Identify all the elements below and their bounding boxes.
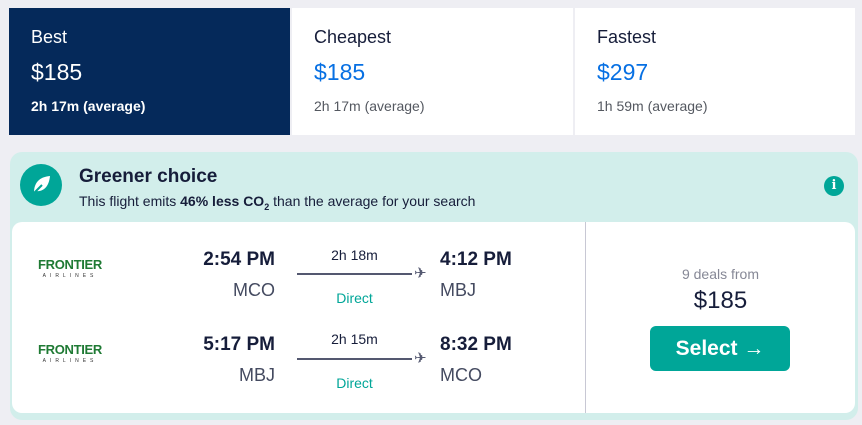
tab-price: $297 [597,59,649,85]
plane-icon: ✈ [414,265,427,282]
airline-logo: FRONTIER AIRLINES [34,257,106,280]
depart-airport: MCO [233,280,275,300]
select-button[interactable]: Select → [650,326,790,371]
tab-cheapest[interactable]: Cheapest $185 2h 17m (average) [292,8,573,135]
stops: Direct [336,375,373,391]
tab-duration: 2h 17m (average) [31,98,146,114]
tab-best[interactable]: Best $185 2h 17m (average) [9,8,290,135]
arrive-airport: MCO [440,365,482,385]
flight-result-card[interactable]: FRONTIER AIRLINES 2:54 PM MCO 2h 18m ✈ Di… [12,222,855,413]
sub-bold: 46% less CO [180,193,265,209]
info-icon[interactable]: i [824,176,844,196]
sub-text: This flight emits [79,193,181,209]
leg-duration: 2h 15m [331,331,378,347]
logo-subtext: AIRLINES [42,358,98,364]
tab-label: Best [31,27,68,47]
tab-label: Cheapest [314,27,392,47]
logo-text: FRONTIER [37,342,103,357]
leg-line [297,273,412,275]
tab-fastest[interactable]: Fastest $297 1h 59m (average) [575,8,855,135]
plane-icon: ✈ [414,350,427,367]
arrive-time: 8:32 PM [440,334,512,355]
logo-subtext: AIRLINES [42,273,98,279]
logo-text: FRONTIER [37,257,103,272]
divider [585,222,586,413]
depart-airport: MBJ [239,365,275,385]
stops: Direct [336,290,373,306]
arrive-time: 4:12 PM [440,249,512,270]
tab-price: $185 [31,59,83,85]
leg-line [297,358,412,360]
greener-title: Greener choice [79,166,218,187]
greener-subtitle: This flight emits 46% less CO2 than the … [79,192,476,212]
sub-subscript: 2 [264,201,270,212]
tab-label: Fastest [597,27,657,47]
deal-price: $185 [693,287,748,314]
arrive-airport: MBJ [440,280,476,300]
sub-text: than the average for your search [269,193,476,209]
tab-duration: 2h 17m (average) [314,98,425,114]
greener-choice-card: Greener choice This flight emits 46% les… [10,152,858,420]
leaf-icon [20,164,62,206]
deals-count: 9 deals from [681,266,760,282]
tab-duration: 1h 59m (average) [597,98,708,114]
airline-logo: FRONTIER AIRLINES [34,342,106,365]
depart-time: 2:54 PM [203,249,275,270]
tab-price: $185 [314,59,366,85]
depart-time: 5:17 PM [203,334,275,355]
leg-duration: 2h 18m [331,247,378,263]
